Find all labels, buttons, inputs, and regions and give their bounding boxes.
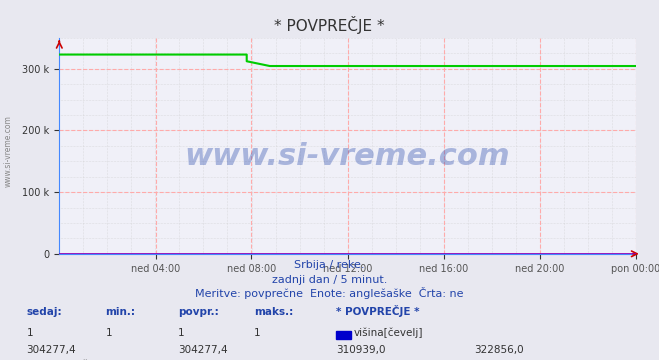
- Text: 322856,0: 322856,0: [474, 345, 524, 355]
- Text: višina[čevelj]: višina[čevelj]: [354, 327, 423, 338]
- Text: povpr.:: povpr.:: [178, 307, 219, 317]
- Text: maks.:: maks.:: [254, 307, 293, 317]
- Text: min.:: min.:: [105, 307, 136, 317]
- Text: zadnji dan / 5 minut.: zadnji dan / 5 minut.: [272, 275, 387, 285]
- Text: 310939,0: 310939,0: [336, 345, 386, 355]
- Text: 304277,4: 304277,4: [178, 345, 227, 355]
- Text: 1: 1: [178, 328, 185, 338]
- Text: Srbija / reke.: Srbija / reke.: [295, 260, 364, 270]
- Text: www.si-vreme.com: www.si-vreme.com: [185, 142, 511, 171]
- Text: www.si-vreme.com: www.si-vreme.com: [3, 115, 13, 187]
- Text: 1: 1: [254, 328, 260, 338]
- Text: 304277,4: 304277,4: [26, 345, 76, 355]
- Text: Meritve: povprečne  Enote: anglešaške  Črta: ne: Meritve: povprečne Enote: anglešaške Črt…: [195, 287, 464, 299]
- Text: pretok[čevelj3/min]: pretok[čevelj3/min]: [44, 359, 147, 360]
- Text: sedaj:: sedaj:: [26, 307, 62, 317]
- Text: 1: 1: [26, 328, 33, 338]
- Text: 1: 1: [105, 328, 112, 338]
- Text: * POVPREČJE *: * POVPREČJE *: [274, 16, 385, 34]
- Text: * POVPREČJE *: * POVPREČJE *: [336, 305, 420, 317]
